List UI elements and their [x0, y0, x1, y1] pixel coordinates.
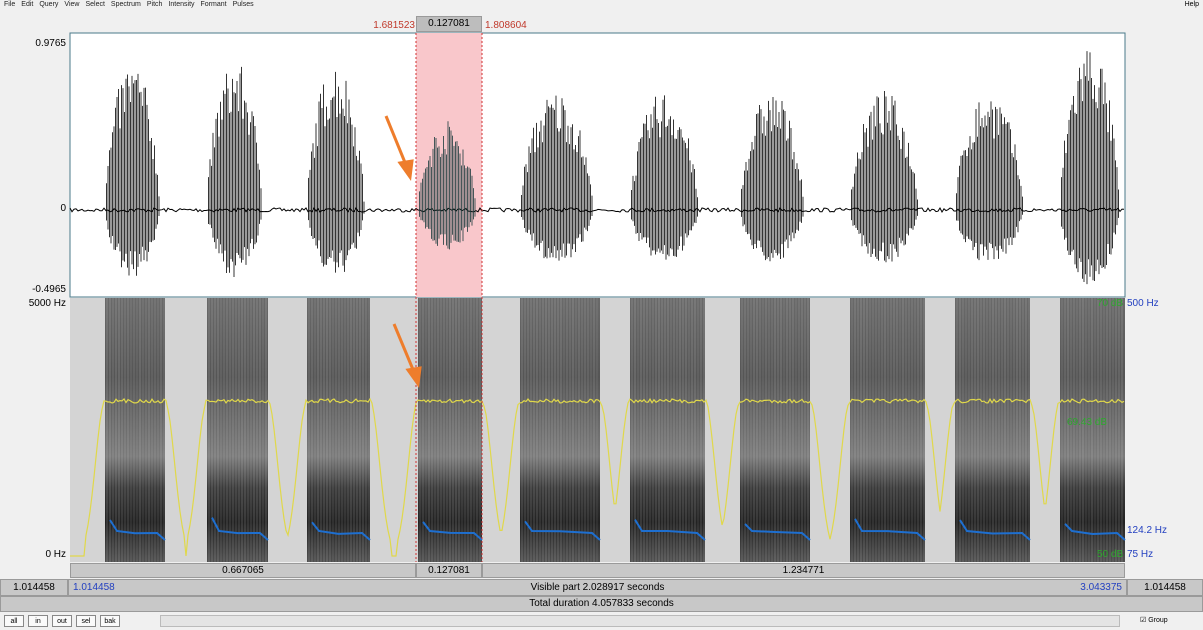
- praat-editor: FileEditQueryViewSelectSpectrumPitchInte…: [0, 0, 1203, 630]
- intensity-value: 69.43 dB: [1067, 417, 1107, 428]
- scrollbar[interactable]: [160, 615, 1120, 627]
- button[interactable]: out: [52, 615, 72, 627]
- visible-end: 3.043375: [1080, 582, 1122, 593]
- total-bar[interactable]: Total duration 4.057833 seconds: [0, 596, 1203, 612]
- spec-voiced: [207, 298, 268, 562]
- left-segment[interactable]: 1.014458: [0, 579, 68, 596]
- button[interactable]: bak: [100, 615, 120, 627]
- intensity-bottom: 50 dB: [1097, 549, 1123, 560]
- pitch-top: 500 Hz: [1127, 298, 1159, 309]
- button[interactable]: sel: [76, 615, 96, 627]
- spec-voiced: [105, 298, 165, 562]
- signal-view: [0, 0, 1203, 630]
- group-label: Group: [1148, 617, 1167, 624]
- intensity-top: 70 dB: [1097, 298, 1123, 309]
- right-segment[interactable]: 1.014458: [1127, 579, 1203, 596]
- segment[interactable]: 0.127081: [416, 563, 482, 578]
- button[interactable]: all: [4, 615, 24, 627]
- segment[interactable]: 1.234771: [482, 563, 1125, 578]
- selection-highlight: [416, 33, 482, 297]
- spectrogram: [70, 298, 1125, 562]
- pitch-bottom: 75 Hz: [1127, 549, 1153, 560]
- group-checkbox[interactable]: ☑ Group: [1140, 615, 1168, 627]
- button[interactable]: in: [28, 615, 48, 627]
- pitch-value: 124.2 Hz: [1127, 525, 1167, 536]
- visible-bar[interactable]: Visible part 2.028917 seconds: [68, 579, 1127, 596]
- segment[interactable]: 0.667065: [70, 563, 416, 578]
- visible-start: 1.014458: [73, 582, 115, 593]
